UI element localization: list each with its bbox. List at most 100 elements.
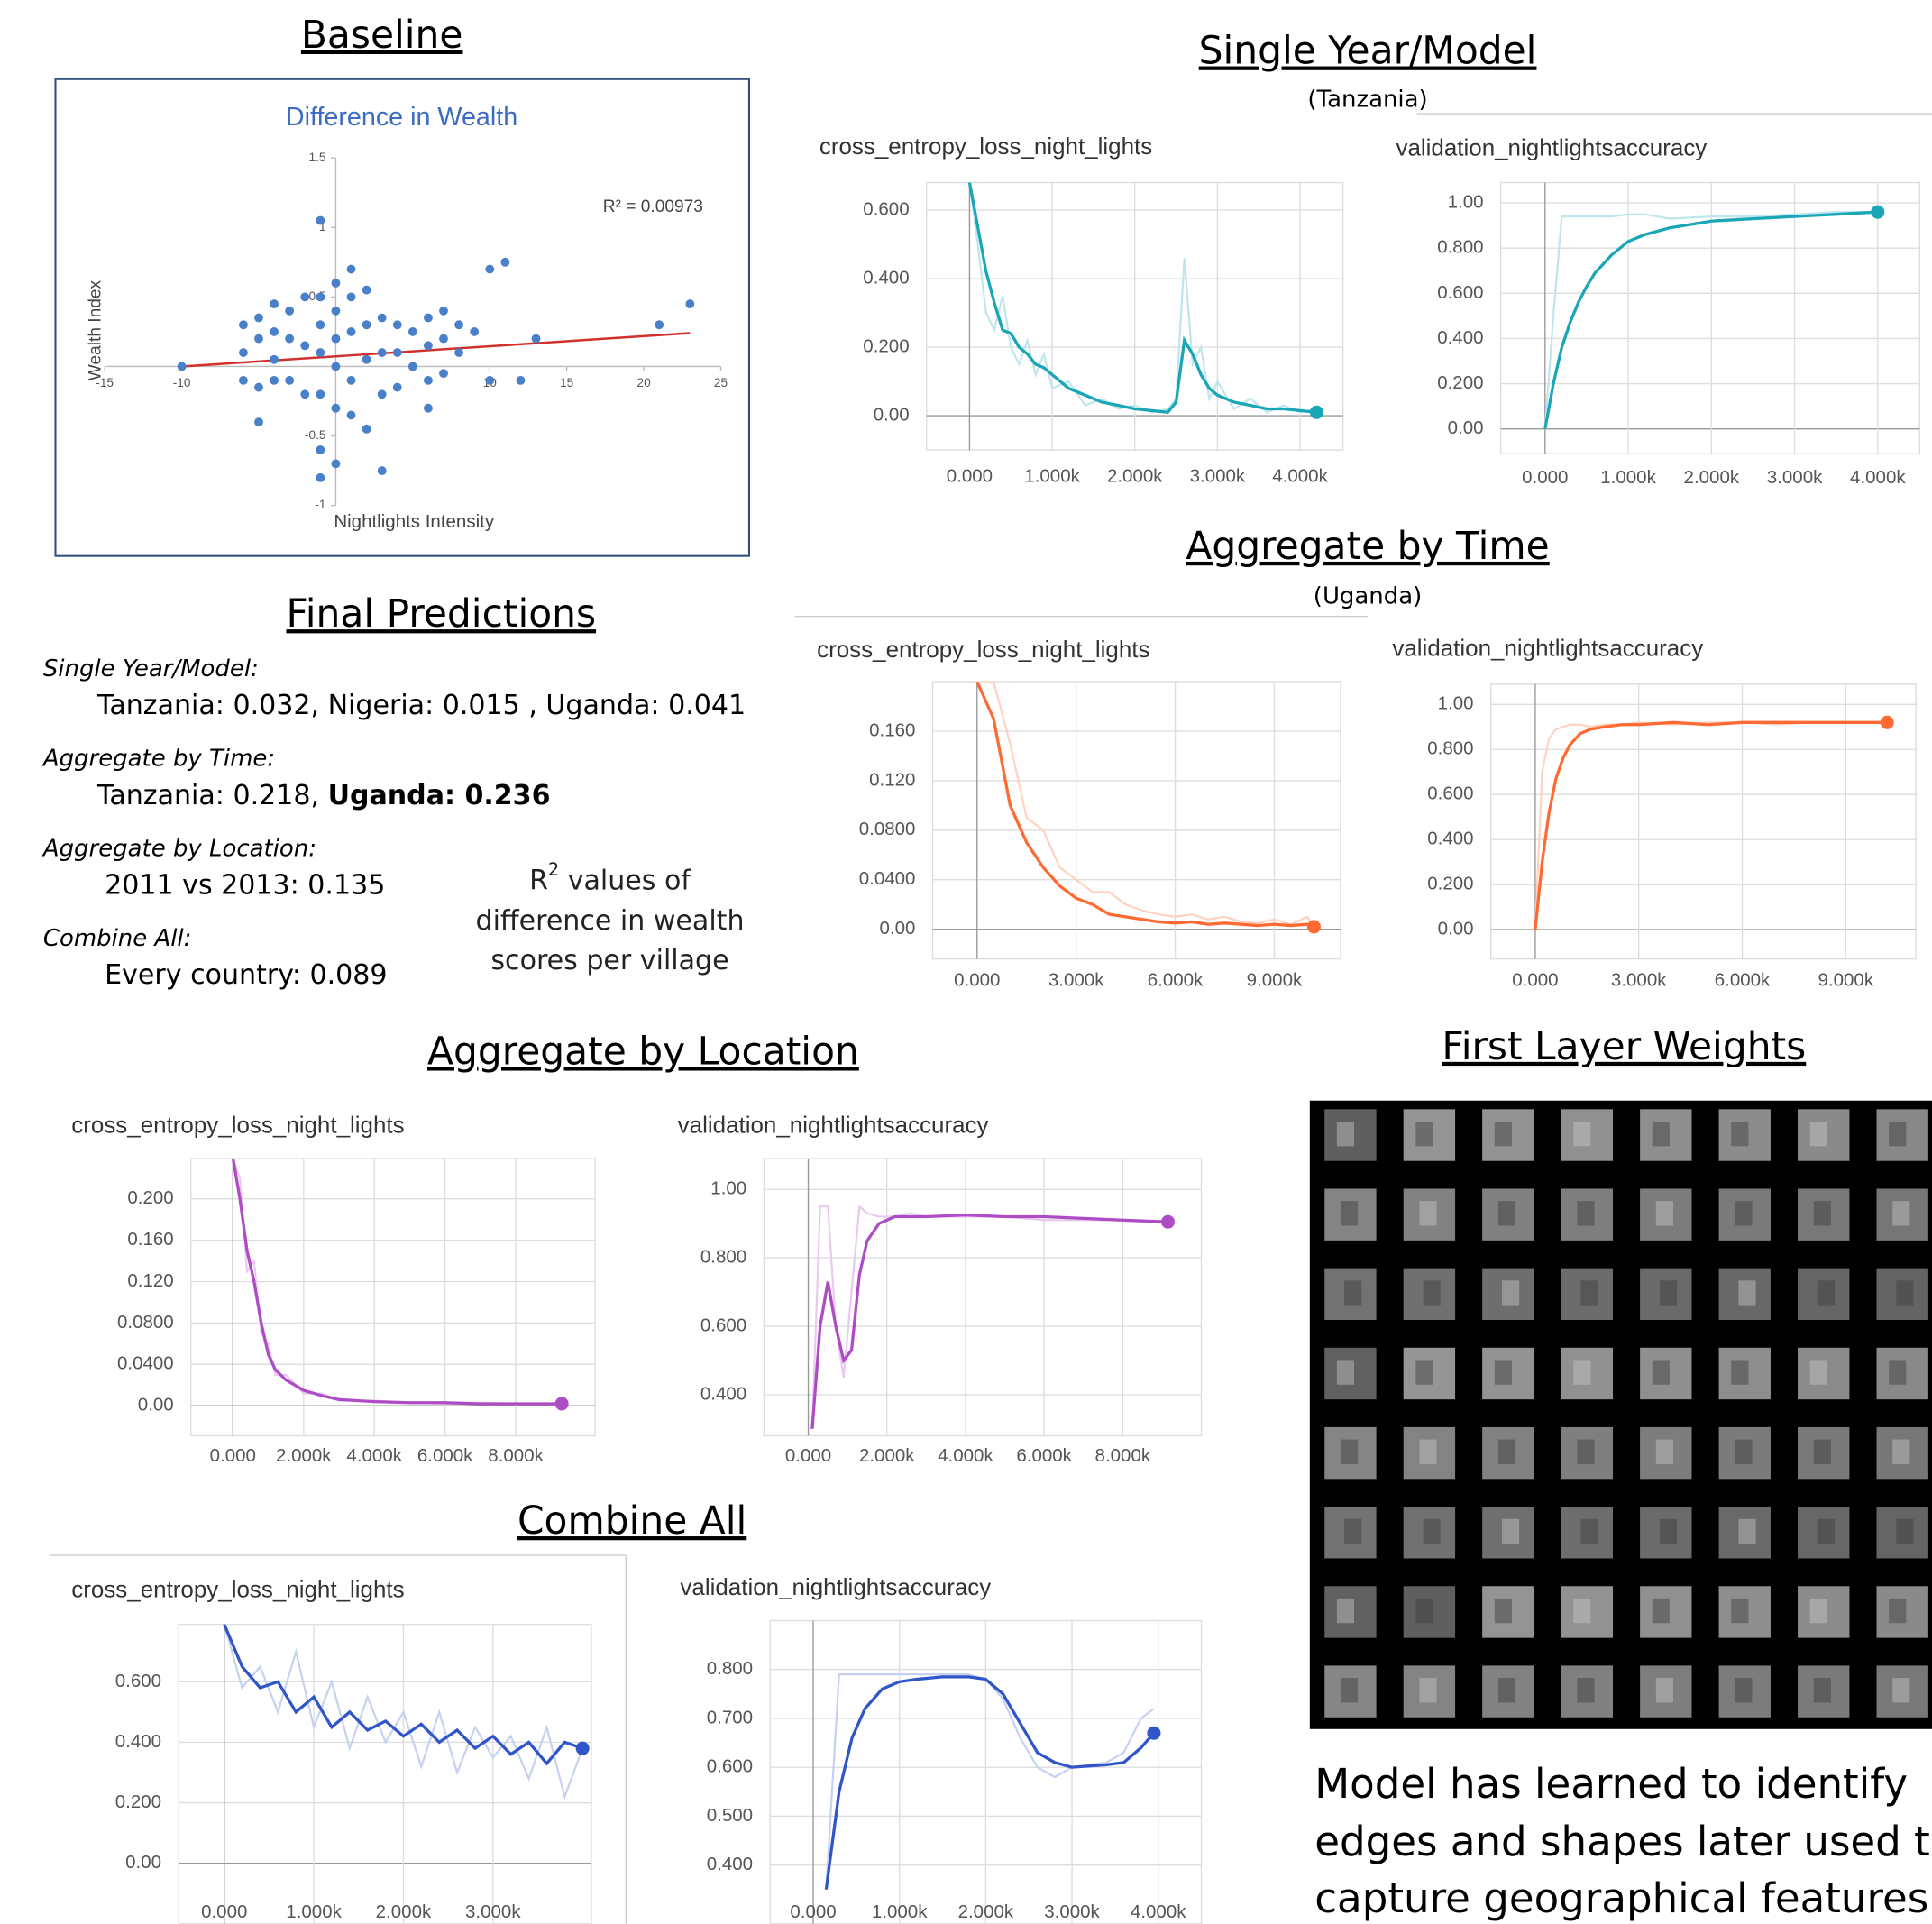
y-tick-label: 0.120 xyxy=(869,769,915,790)
y-tick-label: 1.00 xyxy=(1448,192,1484,213)
y-tick-label: 0.600 xyxy=(700,1315,746,1335)
baseline-frame xyxy=(56,79,749,556)
weight-pattern xyxy=(1337,1360,1354,1384)
weight-pattern xyxy=(1810,1599,1827,1623)
point xyxy=(332,334,341,344)
weight-pattern xyxy=(1495,1122,1512,1146)
poster: Baseline Single Year/Model (Tanzania) Ag… xyxy=(0,0,1932,1924)
point xyxy=(362,320,371,329)
x-tick-label: 1.000k xyxy=(1024,466,1080,487)
weight-pattern xyxy=(1889,1599,1906,1623)
weight-pattern xyxy=(1814,1678,1831,1702)
y-tick-label: 0.600 xyxy=(707,1756,753,1777)
point xyxy=(254,334,263,344)
x-tick-label: 6.000k xyxy=(417,1445,473,1466)
y-tick-label: 0.0400 xyxy=(117,1353,174,1374)
series-line xyxy=(977,682,1314,927)
weight-pattern xyxy=(1498,1678,1515,1702)
point xyxy=(485,265,494,274)
point xyxy=(285,334,294,344)
y-tick-label: 0.600 xyxy=(863,198,909,219)
y-axis-label: Wealth Index xyxy=(87,279,105,380)
y-tick-label: -1 xyxy=(315,498,325,511)
point xyxy=(270,376,279,385)
series-line xyxy=(233,1158,562,1404)
point xyxy=(300,292,309,301)
chart-title: Difference in Wealth xyxy=(286,103,517,132)
x-tick-label: 0.000 xyxy=(790,1901,836,1922)
x-tick-label: 2.000k xyxy=(859,1445,915,1466)
x-tick-label: 6.000k xyxy=(1715,970,1771,991)
series-line xyxy=(233,1158,562,1404)
heading: Final Predictions xyxy=(286,591,596,636)
x-tick-label: 0.000 xyxy=(1512,970,1558,991)
x-tick-label: 0.000 xyxy=(785,1445,831,1466)
weight-pattern xyxy=(1573,1122,1590,1146)
point xyxy=(685,299,694,308)
weight-pattern xyxy=(1660,1519,1677,1544)
x-tick-label: 2.000k xyxy=(1684,467,1740,488)
plot-frame xyxy=(191,1159,595,1436)
point xyxy=(332,279,341,288)
x-tick-label: 4.000k xyxy=(1272,466,1328,487)
chart-title: validation_nightlightsaccuracy xyxy=(678,1111,989,1138)
x-tick-label: 0.000 xyxy=(201,1901,247,1922)
y-tick-label: 0.400 xyxy=(707,1854,753,1874)
weight-pattern xyxy=(1656,1440,1673,1464)
y-tick-label: 0.120 xyxy=(127,1270,173,1291)
weight-pattern xyxy=(1896,1280,1913,1305)
y-tick-label: 0.400 xyxy=(115,1731,161,1752)
point xyxy=(439,369,448,378)
y-tick-label: 0.200 xyxy=(863,335,909,356)
weight-pattern xyxy=(1419,1201,1436,1225)
series-line xyxy=(969,183,1316,413)
weight-pattern xyxy=(1735,1201,1752,1225)
point xyxy=(270,355,279,364)
y-tick-label: 0.200 xyxy=(115,1791,161,1812)
y-tick-label: 0.00 xyxy=(1438,919,1474,939)
x-axis-label: Nightlights Intensity xyxy=(334,511,495,532)
weight-pattern xyxy=(1573,1599,1590,1623)
weight-pattern xyxy=(1419,1678,1436,1702)
weight-pattern xyxy=(1344,1280,1361,1305)
x-tick-label: 1.000k xyxy=(872,1901,928,1922)
point xyxy=(424,404,433,413)
point xyxy=(485,376,494,385)
weight-pattern xyxy=(1892,1201,1909,1225)
x-tick-label: 8.000k xyxy=(488,1445,544,1466)
chart-title: cross_entropy_loss_night_lights xyxy=(817,636,1149,663)
y-tick-label: 0.600 xyxy=(1427,783,1473,804)
end-point xyxy=(1871,206,1884,219)
weight-pattern xyxy=(1341,1678,1358,1702)
weight-pattern xyxy=(1738,1280,1755,1305)
point xyxy=(378,314,387,323)
point xyxy=(655,320,664,329)
weight-pattern xyxy=(1337,1122,1354,1146)
point xyxy=(332,459,341,468)
x-tick-label: 3.000k xyxy=(1611,970,1667,991)
end-point xyxy=(1881,716,1894,729)
y-tick-label: 0.00 xyxy=(138,1395,174,1416)
point xyxy=(424,314,433,323)
x-tick-label: 4.000k xyxy=(346,1445,402,1466)
weight-pattern xyxy=(1341,1201,1358,1225)
x-tick-label: 3.000k xyxy=(1048,970,1104,991)
note: scores per village xyxy=(490,945,728,976)
y-tick-label: 0.200 xyxy=(1437,372,1483,393)
series-line xyxy=(826,1674,1154,1890)
x-tick-label: 6.000k xyxy=(1016,1445,1072,1466)
y-tick-label: 0.800 xyxy=(707,1658,753,1679)
point xyxy=(532,334,541,344)
x-tick-label: 9.000k xyxy=(1818,970,1874,991)
weight-pattern xyxy=(1660,1280,1677,1305)
y-tick-label: 0.400 xyxy=(1427,829,1473,849)
weight-pattern xyxy=(1577,1201,1594,1225)
y-tick-label: 0.600 xyxy=(115,1671,161,1691)
weight-pattern xyxy=(1818,1519,1835,1544)
y-tick-label: 0.800 xyxy=(1437,237,1483,258)
weight-pattern xyxy=(1415,1122,1433,1146)
point xyxy=(454,320,463,329)
caption: Model has learned to identify xyxy=(1314,1760,1908,1808)
end-point xyxy=(1307,920,1321,933)
weight-pattern xyxy=(1889,1360,1906,1384)
